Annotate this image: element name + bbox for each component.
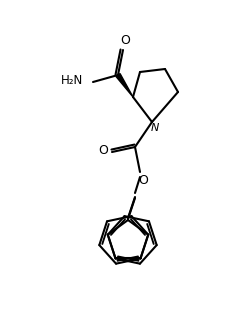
Polygon shape [116, 74, 133, 97]
Text: H₂N: H₂N [61, 75, 83, 87]
Text: N: N [151, 123, 159, 133]
Text: O: O [98, 145, 108, 157]
Text: O: O [138, 175, 148, 187]
Text: O: O [120, 35, 130, 48]
